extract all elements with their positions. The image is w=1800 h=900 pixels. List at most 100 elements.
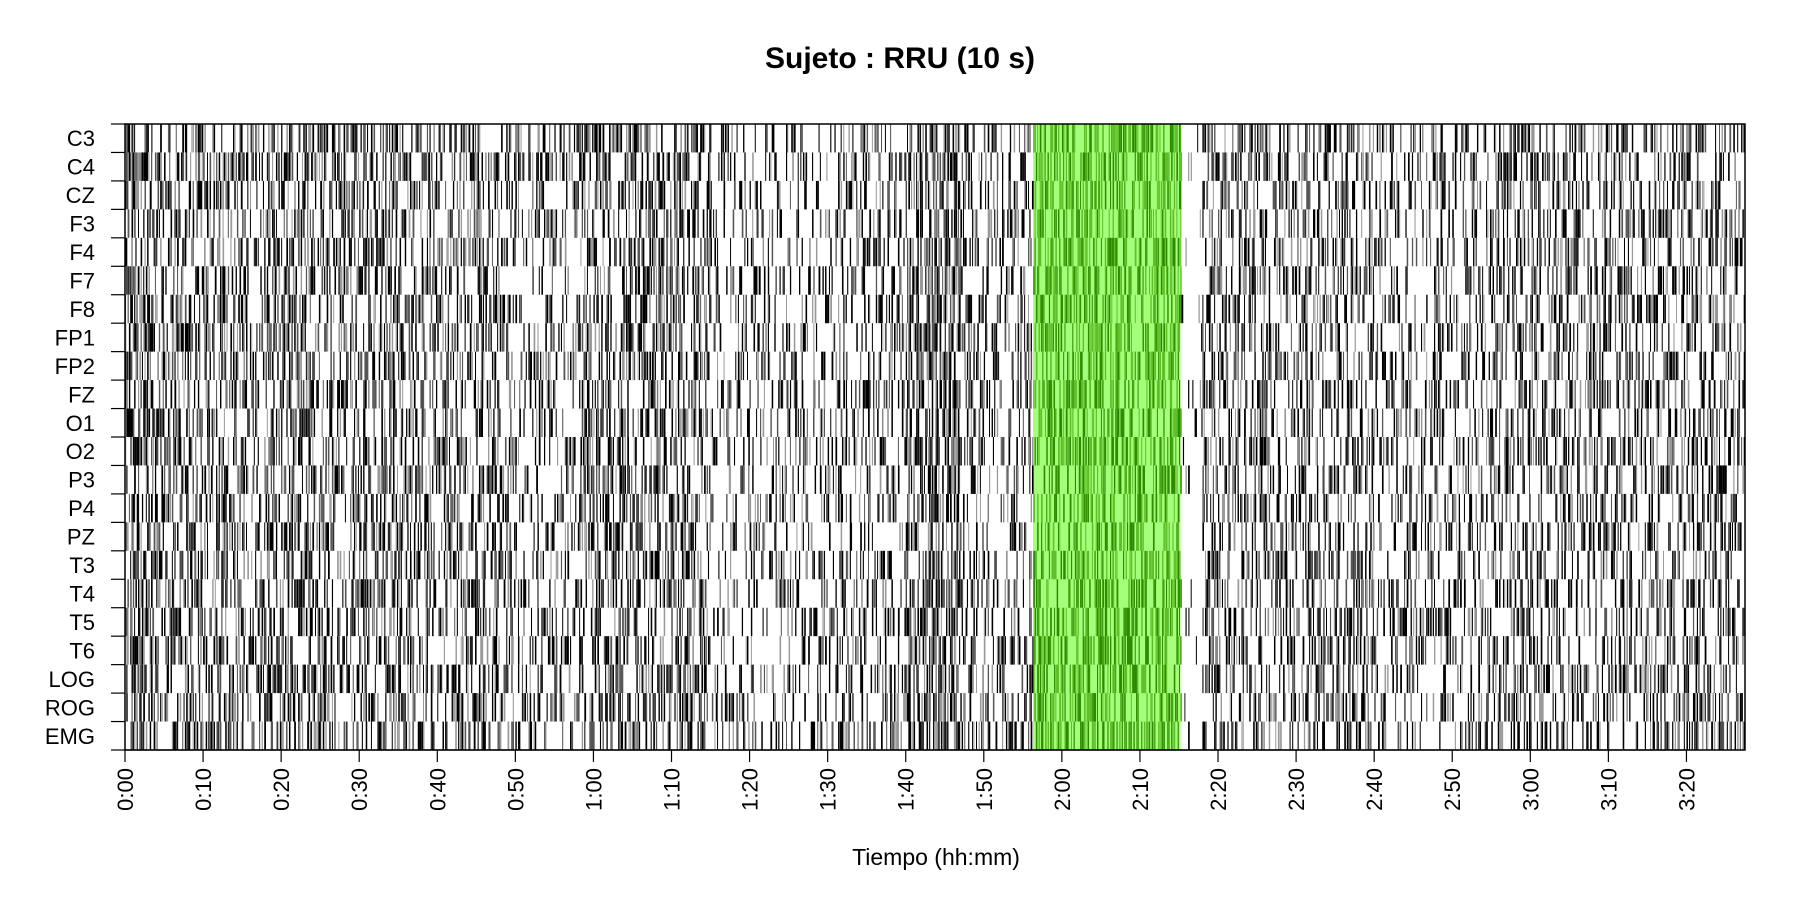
epoch-mark [1385, 380, 1388, 409]
epoch-mark [1617, 124, 1619, 153]
epoch-mark [620, 180, 623, 210]
epoch-mark [1617, 380, 1620, 409]
epoch-mark [1331, 209, 1333, 238]
epoch-mark [750, 294, 752, 324]
epoch-mark [908, 266, 911, 295]
epoch-mark [1169, 180, 1172, 210]
epoch-mark [1044, 266, 1047, 295]
epoch-mark [1586, 323, 1588, 352]
epoch-mark [283, 152, 286, 181]
epoch-mark [147, 152, 149, 181]
epoch-mark [304, 294, 307, 324]
epoch-mark [269, 237, 271, 267]
epoch-mark [162, 294, 164, 324]
epoch-mark [400, 323, 403, 352]
epoch-mark [147, 237, 149, 267]
epoch-mark [421, 380, 423, 409]
epoch-mark [329, 180, 331, 210]
epoch-mark [1716, 323, 1718, 352]
epoch-mark [341, 323, 343, 352]
epoch-mark [1506, 152, 1509, 181]
epoch-mark [1126, 294, 1129, 324]
epoch-mark [957, 380, 960, 409]
epoch-mark [786, 124, 788, 153]
epoch-mark [921, 152, 923, 181]
epoch-mark [249, 209, 251, 238]
epoch-mark [1620, 351, 1622, 381]
epoch-mark [1277, 323, 1280, 352]
epoch-mark [386, 323, 388, 352]
epoch-mark [495, 152, 498, 181]
epoch-mark [637, 266, 640, 295]
epoch-mark [338, 323, 341, 352]
epoch-mark [413, 180, 416, 210]
epoch-mark [1151, 124, 1154, 153]
epoch-mark [710, 124, 712, 153]
epoch-mark [1185, 237, 1187, 267]
epoch-mark [1557, 180, 1560, 210]
epoch-mark [1434, 152, 1436, 181]
epoch-mark [1002, 237, 1004, 267]
epoch-mark [627, 294, 630, 324]
epoch-mark [623, 266, 625, 295]
epoch-mark [305, 380, 308, 409]
epoch-mark [464, 237, 467, 267]
epoch-mark [649, 124, 651, 153]
epoch-mark [852, 124, 854, 153]
epoch-mark [1134, 351, 1136, 381]
epoch-mark [1586, 152, 1588, 181]
epoch-marks [125, 124, 1746, 750]
epoch-mark [1659, 180, 1661, 210]
epoch-mark [1401, 323, 1403, 352]
epoch-mark [1702, 209, 1704, 238]
epoch-mark [1262, 124, 1264, 153]
epoch-mark [869, 294, 871, 324]
epoch-mark [307, 237, 309, 267]
epoch-mark [1465, 124, 1467, 153]
epoch-mark [233, 124, 235, 153]
epoch-mark [991, 237, 993, 267]
epoch-mark [1466, 380, 1469, 409]
epoch-mark [239, 237, 241, 267]
epoch-mark [1689, 323, 1691, 352]
epoch-mark [126, 266, 128, 295]
epoch-mark [1322, 294, 1324, 324]
epoch-mark [286, 152, 288, 181]
epoch-mark [1034, 180, 1037, 210]
epoch-mark [1244, 323, 1246, 352]
epoch-mark [1666, 180, 1668, 210]
epoch-mark [590, 323, 592, 352]
epoch-mark [1476, 124, 1479, 153]
epoch-mark [1574, 209, 1576, 238]
epoch-mark [700, 237, 702, 267]
epoch-mark [1319, 294, 1321, 324]
epoch-mark [895, 152, 897, 181]
epoch-mark [731, 266, 733, 295]
epoch-mark [1407, 351, 1410, 381]
epoch-mark [681, 152, 684, 181]
epoch-mark [1544, 152, 1547, 181]
epoch-mark [1640, 209, 1642, 238]
epoch-mark [338, 380, 341, 409]
epoch-mark [1342, 266, 1345, 295]
epoch-mark [305, 152, 308, 181]
epoch-mark [965, 380, 968, 409]
epoch-mark [596, 237, 598, 267]
epoch-mark [913, 152, 915, 181]
epoch-mark [1154, 237, 1156, 267]
epoch-mark [1199, 380, 1202, 409]
epoch-mark [1294, 266, 1297, 295]
epoch-mark [1150, 294, 1152, 324]
epoch-mark [675, 294, 678, 324]
epoch-mark [188, 380, 191, 409]
epoch-mark [1571, 237, 1573, 267]
epoch-mark [1176, 152, 1179, 181]
epoch-mark [1234, 294, 1236, 324]
epoch-mark [1158, 294, 1160, 324]
epoch-mark [1562, 209, 1565, 238]
epoch-mark [1653, 180, 1656, 210]
epoch-mark [213, 180, 216, 210]
epoch-mark [778, 380, 780, 409]
epoch-mark [1298, 266, 1301, 295]
epoch-mark [1457, 380, 1459, 409]
